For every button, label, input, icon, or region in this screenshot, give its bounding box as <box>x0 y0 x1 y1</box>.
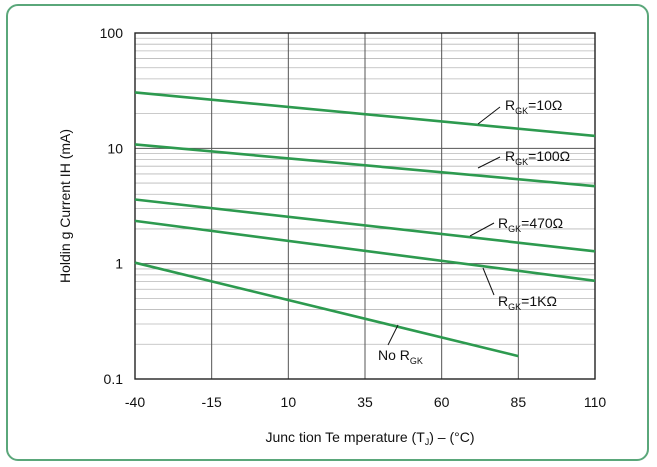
y-axis-title: Holdin g Current IH (mA) <box>57 129 73 283</box>
series-line <box>134 91 596 138</box>
series-label: RGK=10Ω <box>505 97 562 116</box>
y-tick-label: 1 <box>115 256 123 272</box>
series-line <box>134 219 596 283</box>
y-tick-label: 10 <box>107 140 123 156</box>
series-label: RGK=470Ω <box>498 215 563 234</box>
series-label: No RGK <box>378 347 423 366</box>
x-tick-label: 60 <box>434 394 450 410</box>
x-axis-title: Junc tion Te mperature (TJ) – (°C) <box>265 429 474 447</box>
chart-frame <box>6 4 649 461</box>
x-tick-label: -15 <box>202 394 222 410</box>
label-leader-line <box>482 267 495 296</box>
y-tick-label: 0.1 <box>104 371 124 387</box>
label-leader-line <box>387 324 399 346</box>
label-leader-line <box>477 156 501 169</box>
x-tick-label: 110 <box>584 394 607 410</box>
series-label: RGK=100Ω <box>505 148 570 167</box>
series-line <box>134 143 596 188</box>
plot-border <box>134 32 596 380</box>
series-label: RGK=1KΩ <box>498 293 557 312</box>
label-leader-line <box>469 222 495 237</box>
label-leader-line <box>477 106 501 125</box>
x-tick-label: 35 <box>357 394 373 410</box>
x-tick-label: 10 <box>281 394 297 410</box>
series-line <box>134 261 519 358</box>
x-tick-label: 85 <box>511 394 527 410</box>
series-line <box>134 198 596 253</box>
y-tick-label: 100 <box>100 25 124 41</box>
x-tick-label: -40 <box>125 394 145 410</box>
